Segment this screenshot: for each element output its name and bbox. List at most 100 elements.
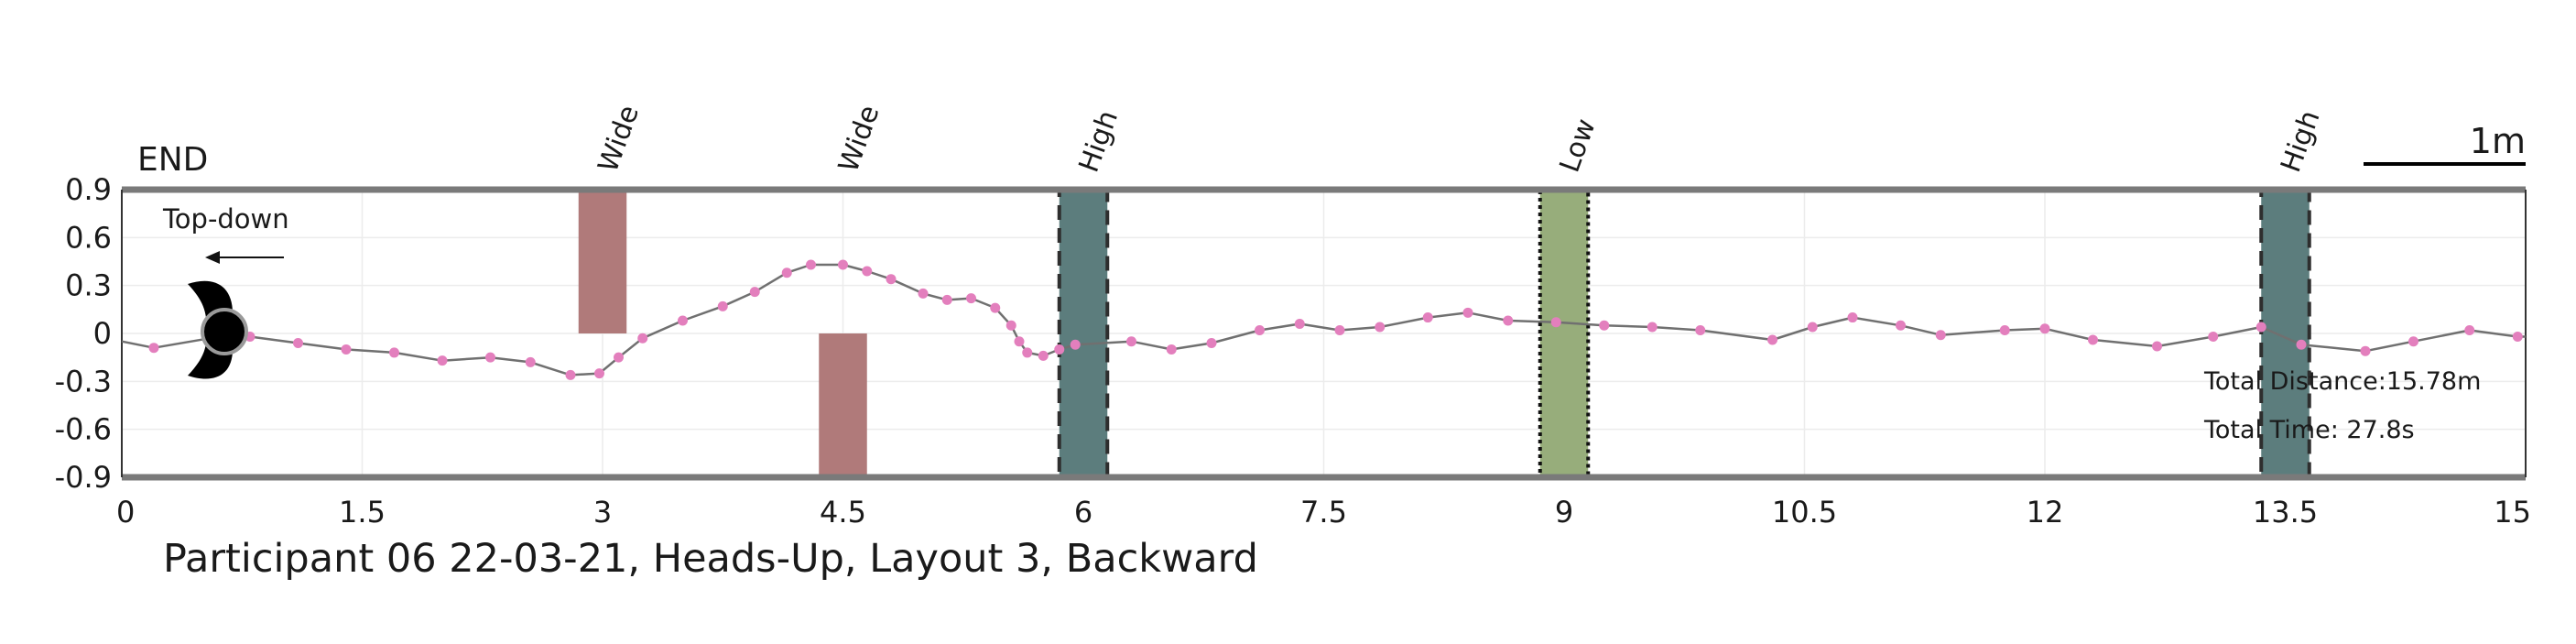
trajectory-point xyxy=(2296,339,2307,350)
y-tick-label: -0.9 xyxy=(55,460,112,495)
trajectory-point xyxy=(2039,323,2050,334)
trajectory-point xyxy=(525,356,536,367)
trajectory-point xyxy=(1375,322,1386,333)
trajectory-point xyxy=(1014,336,1025,347)
trajectory-point xyxy=(1807,322,1818,333)
trajectory-point xyxy=(2464,325,2475,336)
x-tick-label: 13.5 xyxy=(2253,495,2318,529)
trajectory-point xyxy=(749,287,760,298)
trajectory-point xyxy=(1070,339,1081,350)
x-tick-label: 3 xyxy=(593,495,612,529)
trajectory-point xyxy=(1038,350,1049,361)
grid xyxy=(121,189,2527,478)
trajectory-point xyxy=(886,274,897,285)
person-topdown-icon xyxy=(188,280,248,379)
topdown-label: Top-down xyxy=(162,203,289,235)
trajectory-point xyxy=(293,337,303,348)
trajectory-point xyxy=(1255,325,1265,336)
region-label: High xyxy=(1073,106,1125,177)
trajectory-point xyxy=(485,352,495,363)
y-tick-label: 0.3 xyxy=(65,268,112,303)
trajectory-point xyxy=(918,288,929,299)
trajectory-point xyxy=(148,343,159,354)
region-high xyxy=(2259,188,2311,479)
x-tick-label: 15 xyxy=(2494,495,2531,529)
trajectory-point xyxy=(862,266,873,277)
end-label: END xyxy=(137,141,208,179)
trajectory-point xyxy=(2408,336,2418,347)
trajectory-point xyxy=(990,302,1001,313)
trajectory-point xyxy=(1334,325,1345,336)
region-wide xyxy=(819,333,867,477)
trajectory-point xyxy=(1503,315,1514,326)
trajectory-point xyxy=(1206,337,1217,348)
trajectory-point xyxy=(806,259,816,270)
y-tick-label: -0.3 xyxy=(55,364,112,398)
region-low xyxy=(1538,188,1591,479)
trajectory-point xyxy=(781,267,792,278)
trajectory-point xyxy=(1647,322,1658,333)
trajectory-point xyxy=(2512,331,2523,342)
trajectory-point xyxy=(2152,341,2162,352)
region-high xyxy=(1057,188,1110,479)
trajectory-point xyxy=(1847,312,1858,323)
trajectory-point xyxy=(1935,330,1946,341)
x-tick-label: 7.5 xyxy=(1300,495,1347,529)
trajectory-point xyxy=(1422,312,1433,323)
y-tick-label: -0.6 xyxy=(55,412,112,447)
total-time: Total Time: 27.8s xyxy=(2203,416,2415,444)
trajectory-point xyxy=(1166,344,1177,355)
x-tick-label: 6 xyxy=(1074,495,1092,529)
trajectory-point xyxy=(637,333,648,344)
trajectory-point xyxy=(594,368,604,379)
trajectory-point xyxy=(565,369,576,380)
trajectory-point xyxy=(1054,344,1065,355)
trajectory-point xyxy=(1126,336,1136,347)
trajectory-point xyxy=(2360,345,2371,356)
direction-arrow-icon xyxy=(205,251,284,264)
trajectory-point xyxy=(1999,325,2010,336)
trajectory-point xyxy=(1022,347,1033,358)
trajectory-point xyxy=(341,344,352,355)
trajectory-point xyxy=(1767,334,1777,345)
region-label: Wide xyxy=(832,101,886,176)
trajectory-point xyxy=(1896,320,1906,331)
region-label: Wide xyxy=(592,101,646,176)
trajectory-series xyxy=(121,259,2526,380)
trajectory-point xyxy=(1462,307,1473,318)
tick-labels: 0 1.5 3 4.5 6 7.5 9 10.5 12 13.5 15 0.9 0.6 0.3 0 -0.3 -… xyxy=(55,172,2531,529)
y-tick-label: 0.6 xyxy=(65,220,112,255)
x-tick-label: 12 xyxy=(2027,495,2064,529)
trajectory-point xyxy=(437,355,448,366)
region-wide xyxy=(578,190,627,333)
trajectory-point xyxy=(614,352,624,363)
region-label: Low xyxy=(1554,115,1603,176)
axes xyxy=(121,186,2527,481)
trajectory-point xyxy=(838,259,848,270)
trajectory-point xyxy=(941,294,952,305)
trajectory-point xyxy=(1599,320,1610,331)
scale-bar-label: 1m xyxy=(2470,121,2526,161)
trajectory-point xyxy=(1005,320,1016,331)
total-distance: Total Distance:15.78m xyxy=(2203,367,2481,396)
x-tick-label: 10.5 xyxy=(1772,495,1837,529)
x-tick-label: 9 xyxy=(1555,495,1573,529)
trajectory-point xyxy=(2255,322,2266,333)
trajectory-point xyxy=(1550,317,1561,328)
trajectory-point xyxy=(1294,319,1305,330)
trajectory-point xyxy=(678,315,688,326)
trajectory-point xyxy=(1695,325,1706,336)
trajectory-point xyxy=(966,293,976,304)
region-markers xyxy=(578,188,2311,479)
x-tick-label: 4.5 xyxy=(820,495,866,529)
region-label: High xyxy=(2275,106,2326,177)
x-tick-label: 0 xyxy=(116,495,135,529)
y-tick-label: 0 xyxy=(93,316,112,351)
scale-bar: 1m xyxy=(2364,121,2526,166)
trajectory-point xyxy=(717,300,728,311)
trajectory-point xyxy=(2088,334,2098,345)
trajectory-point xyxy=(389,347,399,358)
y-tick-label: 0.9 xyxy=(65,172,112,207)
x-tick-label: 1.5 xyxy=(339,495,386,529)
